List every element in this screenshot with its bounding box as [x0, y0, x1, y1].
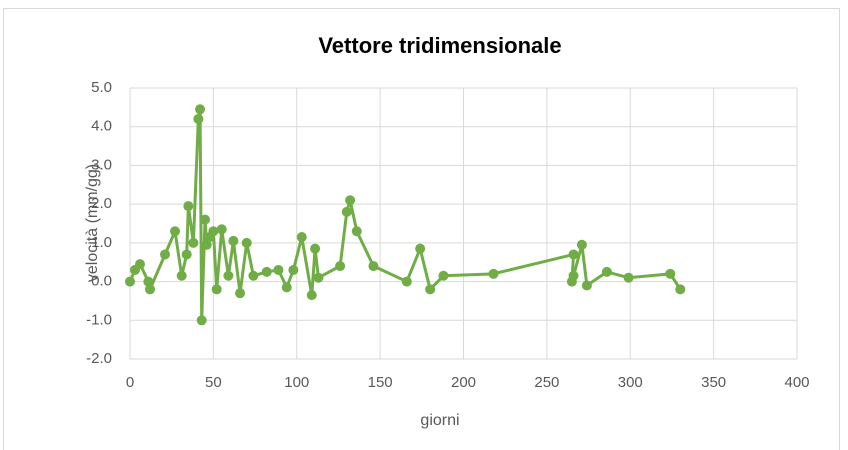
x-tick-label: 250 [534, 374, 559, 391]
data-point [335, 261, 346, 272]
y-tick-label: 1.0 [91, 234, 112, 251]
y-tick-label: -2.0 [86, 350, 112, 367]
data-point [211, 284, 222, 295]
data-point [623, 272, 634, 283]
data-point [183, 201, 194, 212]
data-point [310, 243, 321, 254]
y-tick-label: 5.0 [91, 79, 112, 96]
chart-title: Vettore tridimensionale [318, 33, 561, 58]
x-tick-label: 300 [618, 374, 643, 391]
data-line [128, 107, 682, 322]
data-point [581, 280, 592, 291]
data-point [241, 237, 252, 248]
data-point [160, 249, 171, 260]
data-point [281, 282, 292, 293]
data-point [488, 268, 499, 279]
data-point [181, 249, 192, 260]
data-point [248, 270, 259, 281]
data-point [351, 226, 362, 237]
data-point [223, 270, 234, 281]
data-point [216, 224, 227, 235]
data-point [201, 239, 212, 250]
x-tick-label: 100 [284, 374, 309, 391]
data-point [601, 266, 612, 277]
data-point [341, 206, 352, 217]
y-tick-label: 0.0 [91, 273, 112, 290]
x-tick-label: 200 [451, 374, 476, 391]
data-point [568, 270, 579, 281]
data-point [576, 239, 587, 250]
y-tick-label: 4.0 [91, 118, 112, 135]
y-tick-label: 3.0 [91, 156, 112, 173]
chart-frame [3, 8, 840, 450]
data-point [345, 195, 356, 206]
data-point [195, 104, 206, 115]
x-tick-label: 400 [784, 374, 809, 391]
data-point [261, 266, 272, 277]
data-point [401, 276, 412, 287]
x-tick-label: 50 [205, 374, 222, 391]
data-point [200, 214, 211, 225]
data-point [675, 284, 686, 295]
data-point [568, 249, 579, 260]
x-axis-label: giorni [420, 412, 459, 429]
data-point [415, 243, 426, 254]
data-point [665, 268, 676, 279]
data-point [196, 315, 207, 326]
data-point [296, 232, 307, 243]
data-point [288, 264, 299, 275]
x-tick-label: 350 [701, 374, 726, 391]
y-axis-label: velocità (mm/gg) [84, 164, 101, 282]
data-point [368, 261, 379, 272]
data-point [273, 264, 284, 275]
data-point [193, 113, 204, 124]
data-point [145, 284, 156, 295]
data-point [125, 276, 135, 287]
data-point [170, 226, 181, 237]
data-point [208, 226, 219, 237]
y-tick-label: -1.0 [86, 311, 112, 328]
x-tick-label: 0 [126, 374, 134, 391]
data-point [306, 290, 317, 301]
data-point [176, 270, 187, 281]
y-tick-label: 2.0 [91, 195, 112, 212]
data-point [425, 284, 436, 295]
x-tick-label: 150 [368, 374, 393, 391]
data-point [438, 270, 449, 281]
data-point [313, 272, 324, 283]
data-point [228, 235, 239, 246]
data-point [135, 259, 146, 270]
data-point [188, 237, 199, 248]
data-point [143, 276, 154, 287]
data-point [235, 288, 246, 299]
